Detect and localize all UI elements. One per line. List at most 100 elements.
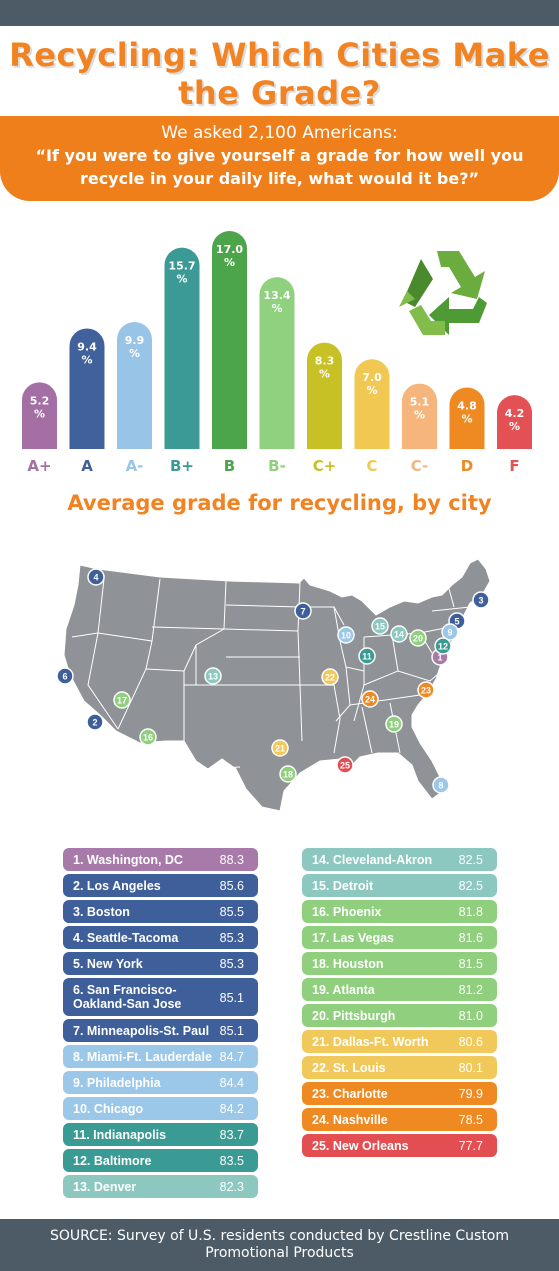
city-table-right: 14. Cleveland-Akron 82.5 15. Detroit 82.5 16… bbox=[302, 848, 497, 1160]
map-marker-label: 24 bbox=[365, 695, 375, 705]
table-row: 8. Miami-Ft. Lauderdale 84.7 bbox=[63, 1045, 258, 1068]
map-marker-label: 11 bbox=[362, 652, 372, 662]
survey-question-banner: We asked 2,100 Americans: “If you were t… bbox=[0, 116, 559, 201]
city-score: 81.6 bbox=[458, 931, 483, 945]
city-score: 84.2 bbox=[219, 1102, 244, 1116]
table-row: 9. Philadelphia 84.4 bbox=[63, 1071, 258, 1094]
table-row: 25. New Orleans 77.7 bbox=[302, 1134, 497, 1157]
city-score: 85.5 bbox=[219, 905, 244, 919]
bar-unit-label: % bbox=[271, 302, 282, 315]
bar-value-label: 4.8 bbox=[457, 399, 477, 412]
city-label: 21. Dallas-Ft. Worth bbox=[312, 1035, 429, 1049]
bar-A+ bbox=[22, 382, 57, 449]
grade-tick-label: A- bbox=[126, 457, 144, 475]
bar-value-label: 8.3 bbox=[315, 355, 335, 368]
map-marker-21 bbox=[271, 739, 289, 757]
map-marker-15 bbox=[371, 617, 389, 635]
header-bar bbox=[0, 0, 559, 26]
bar-unit-label: % bbox=[509, 420, 520, 433]
city-label: 9. Philadelphia bbox=[73, 1076, 161, 1090]
table-row: 20. Pittsburgh 81.0 bbox=[302, 1004, 497, 1027]
city-score: 83.7 bbox=[219, 1128, 244, 1142]
city-score: 85.1 bbox=[219, 991, 244, 1005]
city-score: 88.3 bbox=[219, 853, 244, 867]
grade-tick-label: B+ bbox=[170, 457, 194, 475]
city-label: 19. Atlanta bbox=[312, 983, 375, 997]
map-marker-17 bbox=[113, 691, 131, 709]
city-score: 79.9 bbox=[458, 1087, 483, 1101]
table-row: 16. Phoenix 81.8 bbox=[302, 900, 497, 923]
bar-unit-label: % bbox=[176, 273, 187, 286]
map-marker-24 bbox=[361, 690, 379, 708]
city-label: 12. Baltimore bbox=[73, 1154, 152, 1168]
table-row: 4. Seattle-Tacoma 85.3 bbox=[63, 926, 258, 949]
table-row: 17. Las Vegas 81.6 bbox=[302, 926, 497, 949]
bar-C bbox=[354, 359, 390, 449]
map-marker-7 bbox=[294, 602, 312, 620]
bar-value-label: 13.4 bbox=[263, 289, 290, 302]
map-marker-label: 13 bbox=[208, 672, 218, 682]
city-score: 81.5 bbox=[458, 957, 483, 971]
map-marker-label: 20 bbox=[413, 634, 423, 644]
city-score: 85.3 bbox=[219, 931, 244, 945]
map-marker-18 bbox=[279, 765, 297, 783]
map-marker-label: 6 bbox=[62, 672, 67, 682]
map-marker-10 bbox=[337, 626, 355, 644]
table-row: 23. Charlotte 79.9 bbox=[302, 1082, 497, 1105]
bar-value-label: 9.9 bbox=[125, 334, 145, 347]
map-marker-6 bbox=[56, 667, 74, 685]
grade-tick-label: F bbox=[509, 457, 519, 475]
map-marker-16 bbox=[139, 728, 157, 746]
map-marker-label: 2 bbox=[92, 718, 97, 728]
map-marker-3 bbox=[472, 591, 490, 609]
map-marker-label: 4 bbox=[93, 573, 98, 583]
city-label: 22. St. Louis bbox=[312, 1061, 386, 1075]
city-score: 85.1 bbox=[219, 1024, 244, 1038]
page-title: Recycling: Which Cities Make the Grade? bbox=[9, 36, 550, 112]
grade-tick-label: A bbox=[81, 457, 93, 475]
map-marker-label: 25 bbox=[340, 761, 350, 771]
source-note: SOURCE: Survey of U.S. residents conduct… bbox=[49, 1228, 510, 1261]
city-score: 83.5 bbox=[219, 1154, 244, 1168]
map-marker-label: 12 bbox=[438, 642, 448, 652]
city-label: 17. Las Vegas bbox=[312, 931, 395, 945]
table-row: 15. Detroit 82.5 bbox=[302, 874, 497, 897]
map-marker-label: 3 bbox=[478, 596, 483, 606]
bar-value-label: 17.0 bbox=[216, 243, 243, 256]
recycle-icon bbox=[399, 251, 487, 335]
bar-C- bbox=[402, 383, 437, 449]
bar-B bbox=[212, 231, 247, 449]
grade-tick-label: C+ bbox=[313, 457, 337, 475]
grade-tick-label: C bbox=[366, 457, 377, 475]
map-marker-14 bbox=[390, 625, 408, 643]
table-row: 2. Los Angeles 85.6 bbox=[63, 874, 258, 897]
city-score: 82.3 bbox=[219, 1180, 244, 1194]
map-marker-label: 7 bbox=[300, 607, 305, 617]
map-marker-label: 15 bbox=[375, 622, 385, 632]
bar-A bbox=[69, 328, 105, 449]
map-marker-label: 22 bbox=[325, 673, 335, 683]
bar-value-label: 7.0 bbox=[362, 371, 382, 384]
city-label: 24. Nashville bbox=[312, 1113, 388, 1127]
bar-value-label: 9.4 bbox=[77, 340, 97, 353]
grade-tick-label: B- bbox=[268, 457, 286, 475]
city-label: 20. Pittsburgh bbox=[312, 1009, 396, 1023]
grade-tick-label: A+ bbox=[27, 457, 51, 475]
city-label: 14. Cleveland-Akron bbox=[312, 853, 433, 867]
bar-unit-label: % bbox=[461, 412, 472, 425]
bar-unit-label: % bbox=[366, 384, 377, 397]
table-row: 11. Indianapolis 83.7 bbox=[63, 1123, 258, 1146]
city-label: 10. Chicago bbox=[73, 1102, 144, 1116]
city-label: 16. Phoenix bbox=[312, 905, 382, 919]
city-label: 3. Boston bbox=[73, 905, 130, 919]
bar-unit-label: % bbox=[224, 256, 235, 269]
city-table-left: 1. Washington, DC 88.3 2. Los Angeles 85.6 3… bbox=[63, 848, 258, 1201]
map-marker-20 bbox=[409, 629, 427, 647]
bar-C+ bbox=[307, 342, 342, 449]
city-score: 78.5 bbox=[458, 1113, 483, 1127]
city-label: 11. Indianapolis bbox=[73, 1128, 167, 1142]
grade-tick-label: B bbox=[224, 457, 235, 475]
bar-unit-label: % bbox=[129, 347, 140, 360]
map-marker-label: 9 bbox=[447, 628, 452, 638]
city-score: 85.3 bbox=[219, 957, 244, 971]
